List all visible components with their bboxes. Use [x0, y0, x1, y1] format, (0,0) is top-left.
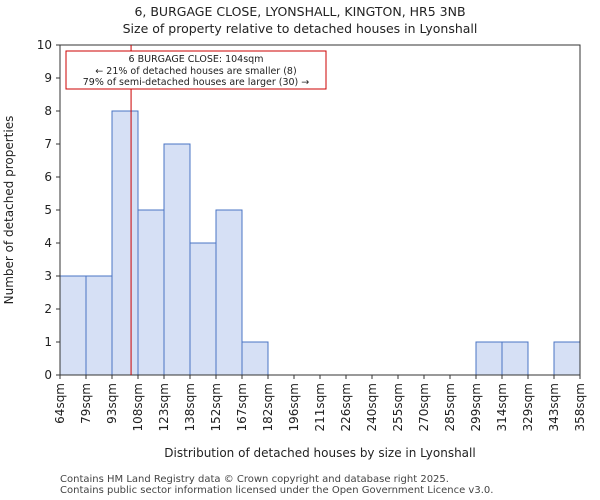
y-tick-label: 4: [44, 236, 52, 250]
y-tick-label: 1: [44, 335, 52, 349]
x-tick-label: 64sqm: [53, 383, 67, 424]
chart-subtitle: Size of property relative to detached ho…: [122, 21, 478, 36]
y-tick-label: 3: [44, 269, 52, 283]
histogram-bar: [137, 209, 165, 376]
histogram-bar: [59, 275, 87, 376]
y-tick-label: 8: [44, 104, 52, 118]
x-tick-label: 329sqm: [521, 383, 535, 431]
histogram-bar: [163, 143, 191, 376]
x-tick-label: 152sqm: [209, 383, 223, 431]
x-tick-label: 196sqm: [287, 383, 301, 431]
annotation-line-2: ← 21% of detached houses are smaller (8): [95, 66, 296, 77]
y-tick-label: 5: [44, 203, 52, 217]
chart-title: 6, BURGAGE CLOSE, LYONSHALL, KINGTON, HR…: [134, 4, 466, 19]
y-tick-label: 9: [44, 71, 52, 85]
histogram-bar: [501, 341, 529, 376]
x-tick-label: 79sqm: [79, 383, 93, 424]
footer-line-1: Contains HM Land Registry data © Crown c…: [60, 474, 449, 485]
y-tick-label: 7: [44, 137, 52, 151]
histogram-bar: [189, 242, 217, 376]
x-tick-label: 240sqm: [365, 383, 379, 431]
x-tick-label: 123sqm: [157, 383, 171, 431]
x-tick-label: 226sqm: [339, 383, 353, 431]
x-tick-label: 270sqm: [417, 383, 431, 431]
x-tick-label: 343sqm: [547, 383, 561, 431]
y-tick-label: 6: [44, 170, 52, 184]
annotation-box: 6 BURGAGE CLOSE: 104sqm ← 21% of detache…: [65, 50, 327, 90]
x-tick-label: 138sqm: [183, 383, 197, 431]
x-tick-label: 314sqm: [495, 383, 509, 431]
histogram-bar: [241, 341, 269, 376]
x-tick-label: 93sqm: [105, 383, 119, 424]
annotation-line-3: 79% of semi-detached houses are larger (…: [83, 77, 310, 88]
histogram-bar: [553, 341, 581, 376]
x-tick-label: 211sqm: [313, 383, 327, 431]
x-tick-label: 358sqm: [573, 383, 587, 431]
plot-frame: [59, 44, 581, 376]
x-tick-label: 255sqm: [391, 383, 405, 431]
x-tick-label: 299sqm: [469, 383, 483, 431]
histogram-bar: [85, 275, 113, 376]
y-tick-label: 10: [37, 38, 52, 52]
x-axis-label: Distribution of detached houses by size …: [164, 446, 475, 460]
y-axis-label: Number of detached properties: [2, 116, 16, 305]
histogram-bar: [111, 110, 139, 376]
y-tick-label: 0: [44, 368, 52, 382]
x-tick-label: 167sqm: [235, 383, 249, 431]
histogram-bar: [475, 341, 503, 376]
annotation-line-1: 6 BURGAGE CLOSE: 104sqm: [129, 54, 264, 65]
histogram-bar: [215, 209, 243, 376]
y-tick-label: 2: [44, 302, 52, 316]
footer-line-2: Contains public sector information licen…: [60, 485, 494, 496]
x-tick-label: 182sqm: [261, 383, 275, 431]
x-tick-label: 285sqm: [443, 383, 457, 431]
x-tick-label: 108sqm: [131, 383, 145, 431]
